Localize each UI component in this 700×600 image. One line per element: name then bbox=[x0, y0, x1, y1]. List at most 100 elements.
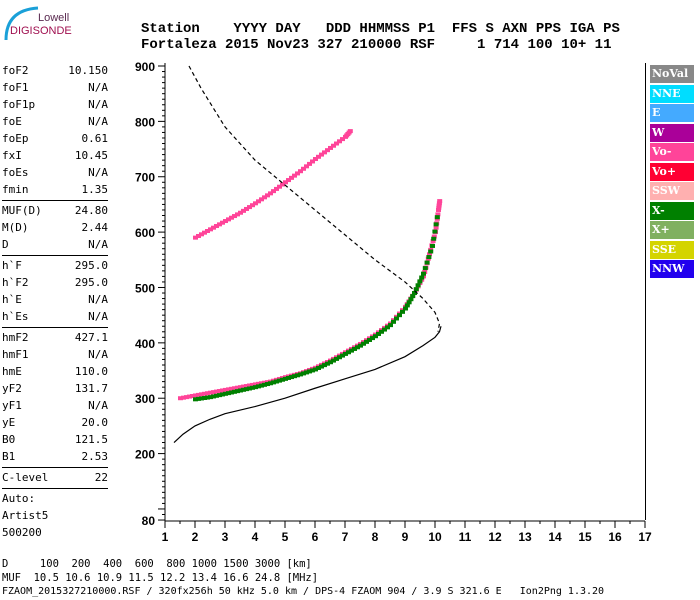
echo-point bbox=[262, 195, 267, 200]
echo-point bbox=[196, 392, 201, 397]
echo-point bbox=[247, 383, 252, 388]
echo-point bbox=[235, 385, 240, 390]
echo-point bbox=[424, 260, 430, 265]
param-label: hmE bbox=[2, 365, 22, 378]
echo-point bbox=[313, 367, 318, 372]
legend-nne-swatch: NNE bbox=[650, 84, 694, 103]
echo-point bbox=[211, 394, 216, 399]
echo-point bbox=[415, 283, 421, 288]
echo-point bbox=[241, 208, 246, 213]
echo-point bbox=[413, 287, 419, 292]
echo-point bbox=[286, 178, 291, 183]
echo-point bbox=[421, 271, 426, 276]
echo-point bbox=[253, 201, 258, 206]
echo-point bbox=[313, 157, 318, 162]
param-value: 22 bbox=[94, 471, 108, 484]
x-tick-label: 16 bbox=[608, 530, 622, 544]
x-tick-label: 7 bbox=[342, 530, 349, 544]
echo-point bbox=[226, 391, 231, 396]
echo-point bbox=[406, 300, 412, 305]
param-ye: yE 20.0 bbox=[2, 414, 108, 431]
param-fof1: foF1 N/A bbox=[2, 79, 108, 96]
param-value: N/A bbox=[88, 81, 108, 94]
echo-point bbox=[307, 369, 312, 374]
echo-point bbox=[265, 382, 270, 387]
echo-point bbox=[229, 215, 234, 220]
param-value: N/A bbox=[88, 348, 108, 361]
series-3-line bbox=[173, 326, 442, 443]
echo-point bbox=[214, 389, 219, 394]
echo-point bbox=[193, 393, 198, 398]
x-tick-label: 3 bbox=[222, 530, 229, 544]
echo-point bbox=[391, 319, 396, 324]
echo-point bbox=[256, 381, 261, 386]
echo-point bbox=[202, 391, 207, 396]
echo-point bbox=[247, 386, 252, 391]
echo-point bbox=[259, 383, 264, 388]
echo-point bbox=[178, 396, 183, 401]
echo-point bbox=[262, 382, 267, 387]
echo-point bbox=[196, 396, 201, 401]
echo-point bbox=[434, 215, 440, 220]
echo-point bbox=[432, 229, 438, 234]
param-label: foF2 bbox=[2, 64, 29, 77]
echo-point bbox=[232, 214, 237, 219]
echo-point bbox=[328, 360, 333, 365]
echo-point bbox=[410, 294, 416, 299]
echo-point bbox=[301, 166, 306, 171]
legend-border bbox=[645, 63, 646, 520]
echo-point bbox=[241, 387, 246, 392]
echo-point bbox=[436, 201, 442, 206]
echo-point bbox=[232, 389, 237, 394]
echo-point bbox=[295, 171, 300, 176]
echo-point bbox=[187, 394, 192, 399]
param-label: foF1 bbox=[2, 81, 29, 94]
param-value: N/A bbox=[88, 166, 108, 179]
echo-point bbox=[337, 139, 342, 144]
param-hmf1: hmF1 N/A bbox=[2, 346, 108, 363]
echo-point bbox=[202, 230, 207, 235]
echo-point bbox=[412, 291, 417, 296]
echo-point bbox=[193, 397, 198, 402]
echo-point bbox=[226, 387, 231, 392]
y-tick-label: 400 bbox=[135, 337, 155, 351]
echo-point bbox=[244, 206, 249, 211]
param-value: 20.0 bbox=[81, 416, 109, 429]
param-label: B0 bbox=[2, 433, 16, 446]
series-4-line bbox=[188, 65, 441, 332]
echo-point bbox=[322, 363, 327, 368]
param-label: foE bbox=[2, 115, 22, 128]
param-value: N/A bbox=[88, 293, 108, 306]
echo-point bbox=[280, 182, 285, 187]
y-tick-label: 600 bbox=[135, 226, 155, 240]
param-d: D N/A bbox=[2, 236, 108, 253]
param-value: 0.61 bbox=[81, 132, 109, 145]
echo-point bbox=[292, 374, 297, 379]
echo-point bbox=[388, 323, 393, 328]
echo-point bbox=[238, 210, 243, 215]
echo-point bbox=[262, 380, 267, 385]
echo-point bbox=[347, 129, 353, 134]
echo-point bbox=[193, 235, 198, 240]
echo-point bbox=[436, 205, 442, 210]
legend-sse-swatch: SSE bbox=[650, 240, 694, 259]
echo-point bbox=[190, 394, 195, 399]
echo-point bbox=[256, 384, 261, 389]
echo-point bbox=[325, 148, 330, 153]
echo-point bbox=[367, 337, 372, 342]
echo-point bbox=[325, 361, 330, 366]
echo-point bbox=[220, 220, 225, 225]
logo-arc-icon bbox=[4, 6, 39, 41]
x-tick-label: 10 bbox=[428, 530, 442, 544]
echo-point bbox=[310, 159, 315, 164]
echo-point bbox=[304, 164, 309, 169]
param-value: 295.0 bbox=[74, 276, 108, 289]
echo-point bbox=[352, 346, 357, 351]
header-labels: Station YYYY DAY DDD HHMMSS P1 FFS S AXN… bbox=[141, 21, 620, 37]
echo-point bbox=[283, 376, 288, 381]
echo-point bbox=[382, 327, 387, 332]
y-tick-label: 900 bbox=[135, 60, 155, 74]
echo-point bbox=[316, 154, 321, 159]
echo-point bbox=[322, 150, 327, 155]
echo-point bbox=[277, 184, 282, 189]
